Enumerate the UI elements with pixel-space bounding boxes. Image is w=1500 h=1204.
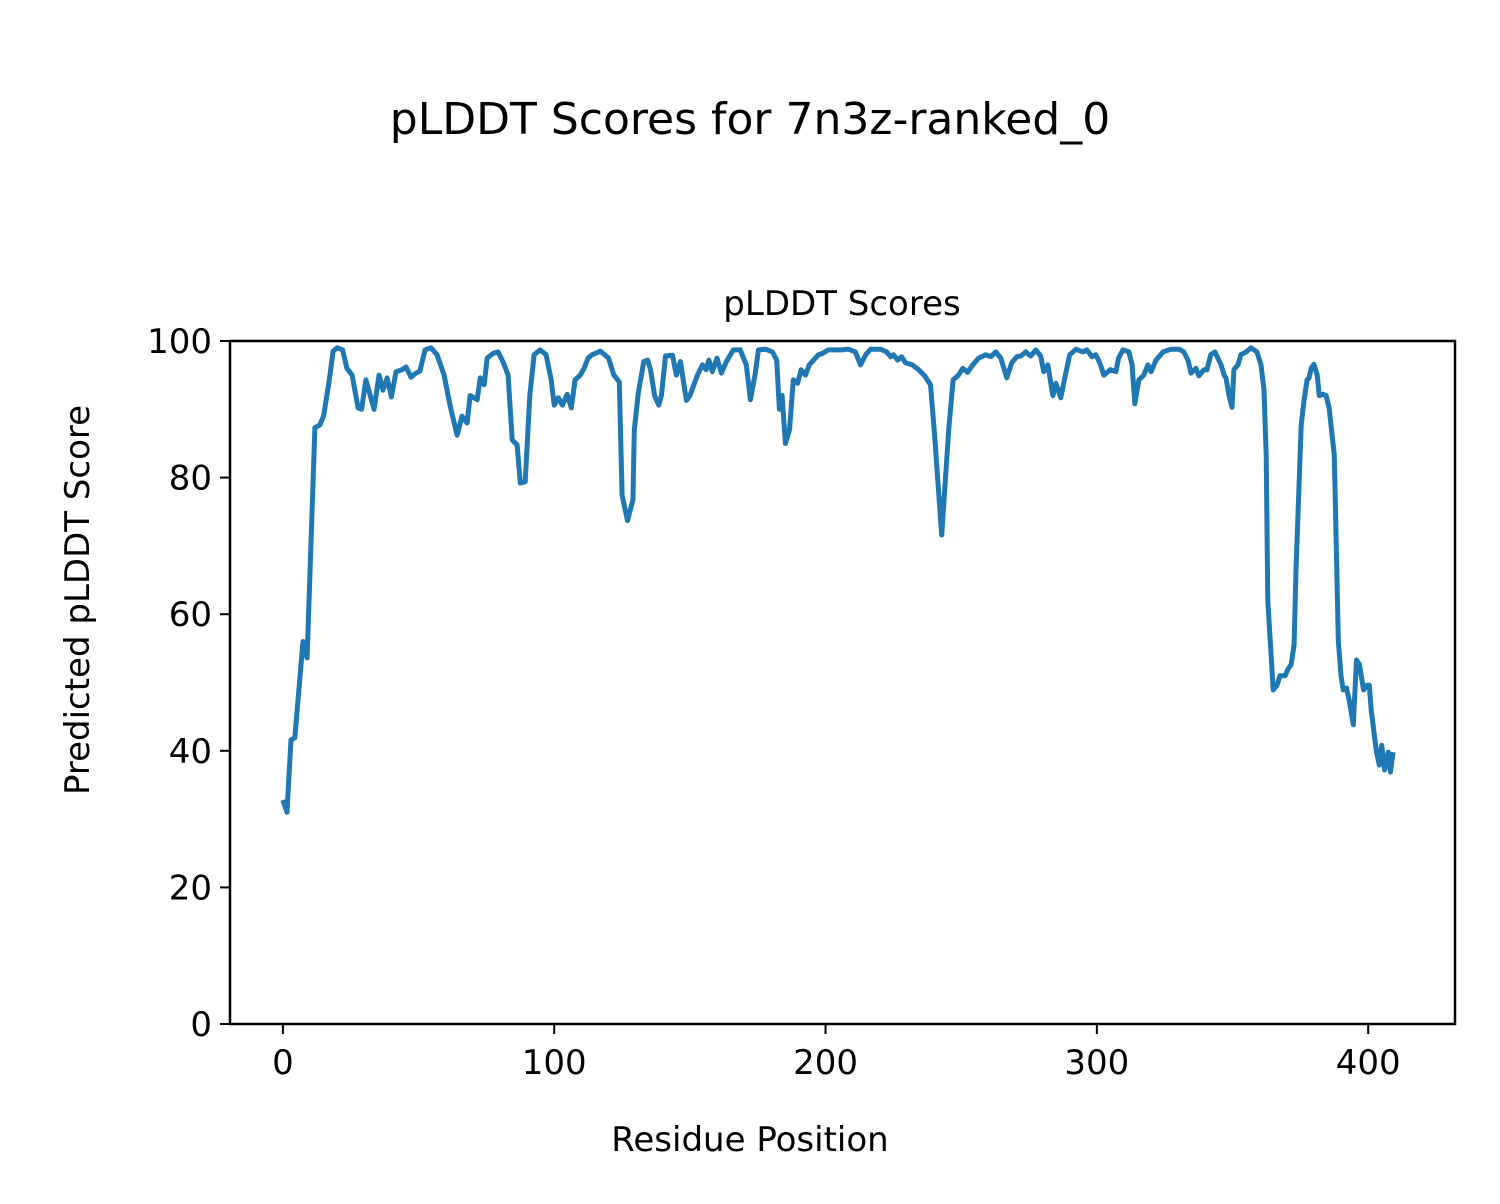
- figure-title: pLDDT Scores for 7n3z-ranked_0: [390, 94, 1110, 145]
- y-tick-label: 60: [169, 595, 212, 635]
- x-tick-label: 200: [793, 1043, 858, 1083]
- y-tick-label: 40: [169, 732, 212, 772]
- x-axis-label: Residue Position: [611, 1120, 888, 1160]
- axes-title: pLDDT Scores: [723, 284, 960, 324]
- axis-ticks: 0 100 200 300 400 0 20 40 60 80 100: [147, 322, 1401, 1083]
- y-tick-label: 20: [169, 868, 212, 908]
- plddt-line: [280, 345, 1396, 815]
- x-tick-label: 400: [1336, 1043, 1401, 1083]
- x-tick-label: 0: [272, 1043, 294, 1083]
- y-tick-label: 80: [169, 459, 212, 499]
- x-tick-label: 300: [1064, 1043, 1129, 1083]
- y-axis-label: Predicted pLDDT Score: [58, 405, 98, 795]
- y-tick-label: 0: [190, 1005, 212, 1045]
- axes-frame: [228, 339, 1457, 1026]
- x-tick-label: 100: [522, 1043, 587, 1083]
- y-tick-label: 100: [147, 322, 212, 362]
